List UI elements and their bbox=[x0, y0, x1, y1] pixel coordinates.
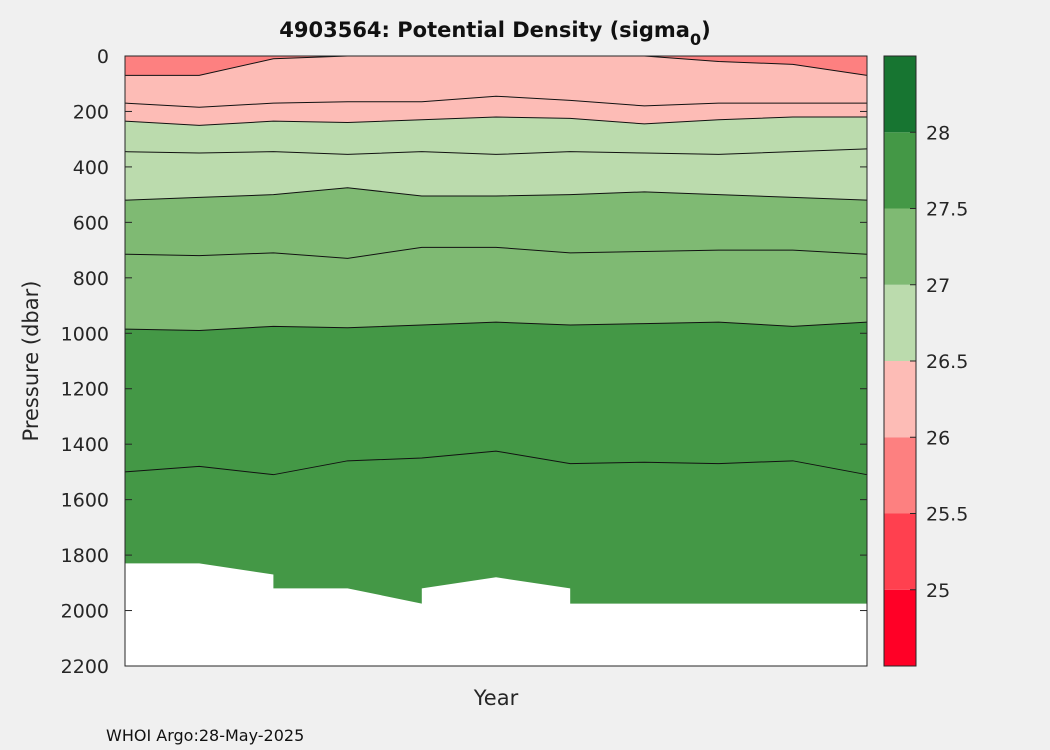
isopycnal-lines bbox=[124, 55, 868, 476]
chart-title-subscript: 0 bbox=[690, 30, 701, 49]
y-tick-label: 800 bbox=[73, 268, 109, 290]
density-band bbox=[125, 56, 867, 108]
x-axis-label: Year bbox=[473, 686, 519, 710]
colorbar-frame bbox=[883, 55, 917, 667]
density-band bbox=[125, 187, 867, 259]
isopycnal-line bbox=[124, 116, 867, 126]
density-band bbox=[125, 451, 867, 604]
isopycnal-line bbox=[124, 148, 868, 155]
plot-frame bbox=[124, 55, 868, 667]
colorbar-segment bbox=[884, 56, 916, 133]
density-band bbox=[125, 117, 867, 155]
colorbar-tick-label: 25.5 bbox=[926, 504, 968, 526]
y-tick-label: 1600 bbox=[61, 490, 109, 512]
isopycnal-line bbox=[124, 321, 868, 332]
colorbar-segment bbox=[884, 208, 916, 285]
colorbar-segment bbox=[884, 132, 916, 209]
density-band bbox=[125, 247, 867, 331]
density-bands bbox=[125, 56, 867, 604]
footer-text: WHOI Argo:28-May-2025 bbox=[106, 726, 304, 745]
colorbar-segment bbox=[884, 589, 916, 666]
isopycnal-line bbox=[124, 246, 868, 259]
y-tick-label: 2000 bbox=[61, 601, 109, 623]
isopycnal-line bbox=[124, 187, 868, 201]
y-tick-label: 600 bbox=[73, 212, 109, 234]
colorbar-segment bbox=[884, 437, 916, 514]
chart-title: 4903564: Potential Density (sigma0) bbox=[279, 18, 710, 49]
colorbar-segment bbox=[884, 361, 916, 438]
colorbar-tick-label: 26 bbox=[926, 427, 950, 449]
colorbar-tick-label: 27 bbox=[926, 275, 950, 297]
isopycnal-line bbox=[124, 95, 867, 108]
y-tick-label: 0 bbox=[97, 46, 109, 68]
density-band bbox=[125, 148, 867, 201]
y-tick-label: 1200 bbox=[61, 379, 109, 401]
y-axis-label: Pressure (dbar) bbox=[19, 281, 43, 442]
colorbar-segment bbox=[884, 513, 916, 590]
density-band bbox=[125, 56, 867, 76]
chart-title-main: 4903564: Potential Density (sigma bbox=[279, 18, 690, 42]
y-tick-label: 1400 bbox=[61, 434, 109, 456]
y-axis: 0 200 400 600 800 1000 1200 1400 1600 1800 2000 220… bbox=[61, 46, 867, 678]
y-tick-label: 1000 bbox=[61, 323, 109, 345]
y-tick-label: 2200 bbox=[61, 656, 109, 678]
density-band bbox=[125, 96, 867, 126]
y-tick-label: 1800 bbox=[61, 545, 109, 567]
y-tick-label: 200 bbox=[73, 101, 109, 123]
colorbar-tick-label: 27.5 bbox=[926, 199, 968, 221]
colorbar-tick-label: 25 bbox=[926, 580, 950, 602]
chart-title-suffix: ) bbox=[701, 18, 711, 42]
colorbar-tick-label: 28 bbox=[926, 122, 950, 144]
isopycnal-line bbox=[124, 450, 868, 476]
colorbar: 25 25.5 26 26.5 27 27.5 28 bbox=[884, 56, 968, 666]
y-tick-label: 400 bbox=[73, 157, 109, 179]
colorbar-segment bbox=[884, 284, 916, 361]
colorbar-tick-label: 26.5 bbox=[926, 351, 968, 373]
density-band bbox=[125, 322, 867, 475]
